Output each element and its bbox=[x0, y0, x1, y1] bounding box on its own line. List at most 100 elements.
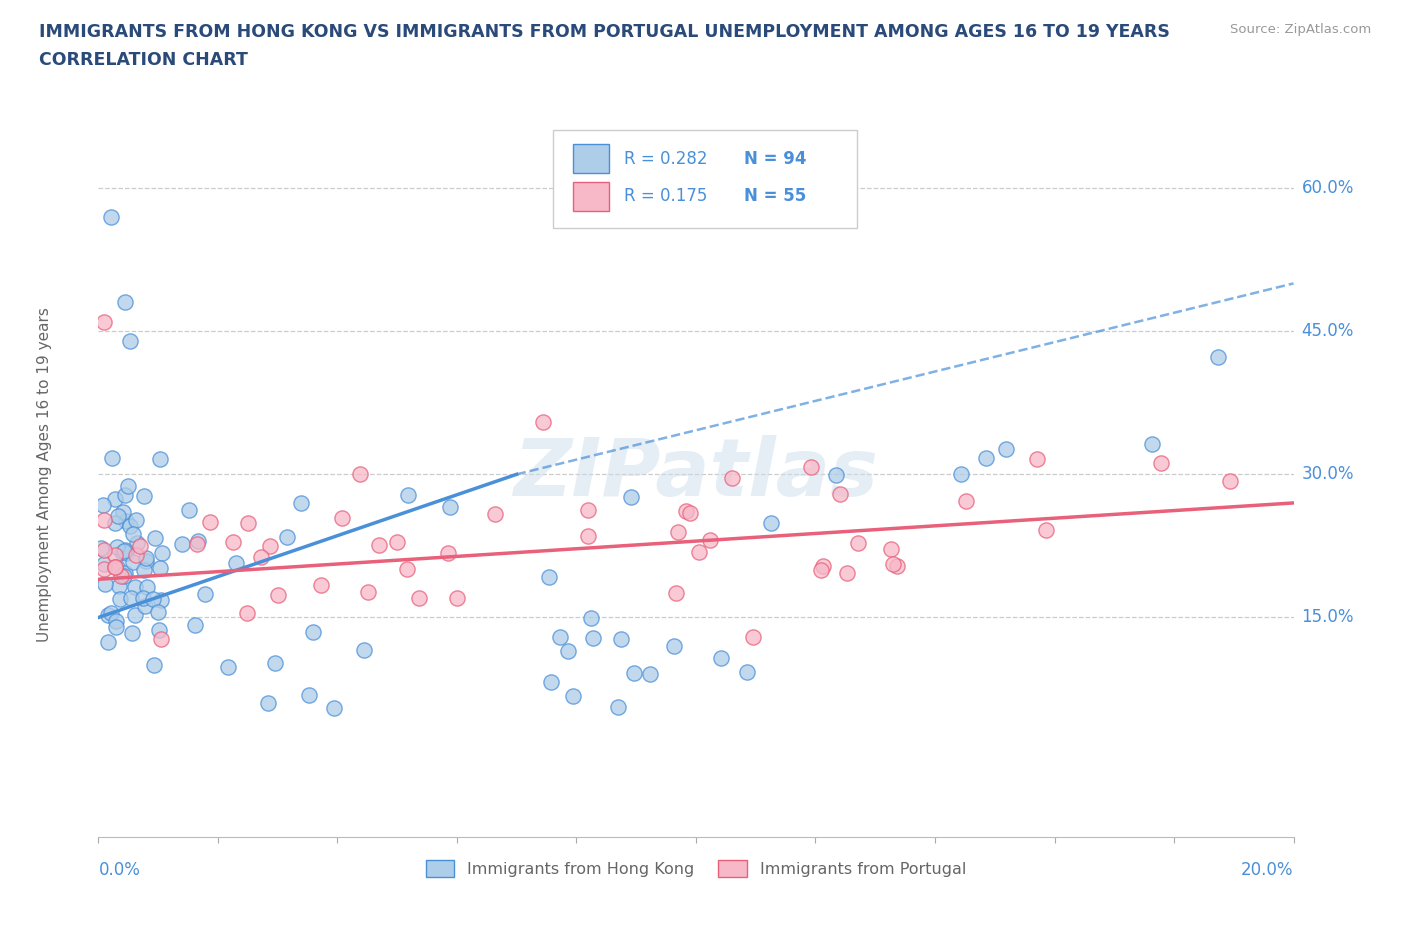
Point bbox=[149, 452, 172, 467]
Point bbox=[1035, 522, 1057, 537]
Point bbox=[309, 578, 332, 592]
Point bbox=[142, 591, 165, 606]
Point bbox=[825, 468, 848, 483]
Point bbox=[131, 591, 153, 605]
Point bbox=[950, 467, 973, 482]
Point bbox=[124, 580, 146, 595]
Point bbox=[665, 585, 688, 600]
Text: 20.0%: 20.0% bbox=[1241, 861, 1294, 879]
Point bbox=[679, 506, 702, 521]
Point bbox=[118, 333, 141, 348]
Point bbox=[152, 546, 174, 561]
Point bbox=[217, 659, 239, 674]
Point bbox=[538, 569, 561, 584]
Point bbox=[368, 538, 391, 552]
Point bbox=[114, 295, 136, 310]
Bar bbox=[572, 144, 609, 173]
Text: ZIPatlas: ZIPatlas bbox=[513, 435, 879, 513]
Point bbox=[238, 515, 260, 530]
Point bbox=[103, 491, 125, 506]
Point bbox=[111, 505, 134, 520]
Point bbox=[149, 561, 172, 576]
Point bbox=[811, 559, 834, 574]
Point bbox=[276, 529, 298, 544]
Point bbox=[108, 591, 131, 606]
Point bbox=[183, 618, 205, 632]
Point bbox=[93, 562, 115, 577]
Point bbox=[101, 451, 124, 466]
Point bbox=[105, 614, 128, 629]
Point bbox=[104, 560, 127, 575]
Point bbox=[132, 563, 155, 578]
Point bbox=[1206, 350, 1229, 365]
Legend: Immigrants from Hong Kong, Immigrants from Portugal: Immigrants from Hong Kong, Immigrants fr… bbox=[419, 853, 973, 884]
Point bbox=[548, 630, 571, 644]
Point bbox=[100, 605, 122, 620]
Point bbox=[721, 471, 744, 485]
Point bbox=[135, 579, 157, 594]
Point bbox=[668, 525, 690, 539]
Point bbox=[828, 487, 851, 502]
Point bbox=[120, 591, 142, 605]
Point bbox=[610, 632, 633, 647]
Text: N = 94: N = 94 bbox=[744, 150, 806, 167]
Point bbox=[557, 644, 579, 658]
Point bbox=[122, 555, 145, 570]
Point bbox=[256, 696, 278, 711]
Point bbox=[103, 547, 125, 562]
Point bbox=[225, 556, 247, 571]
Point bbox=[638, 666, 661, 681]
Text: 0.0%: 0.0% bbox=[98, 861, 141, 879]
Point bbox=[124, 548, 146, 563]
Point bbox=[1150, 456, 1173, 471]
Point bbox=[439, 499, 461, 514]
Text: 15.0%: 15.0% bbox=[1302, 608, 1354, 627]
Point bbox=[264, 656, 287, 671]
Point bbox=[688, 545, 710, 560]
Text: IMMIGRANTS FROM HONG KONG VS IMMIGRANTS FROM PORTUGAL UNEMPLOYMENT AMONG AGES 16: IMMIGRANTS FROM HONG KONG VS IMMIGRANTS … bbox=[39, 23, 1170, 41]
Point bbox=[302, 625, 325, 640]
Point bbox=[200, 514, 222, 529]
Text: 45.0%: 45.0% bbox=[1302, 322, 1354, 340]
Text: Source: ZipAtlas.com: Source: ZipAtlas.com bbox=[1230, 23, 1371, 36]
Point bbox=[97, 635, 120, 650]
Point bbox=[114, 543, 136, 558]
Point bbox=[135, 551, 157, 565]
Point bbox=[396, 487, 419, 502]
Text: 30.0%: 30.0% bbox=[1302, 465, 1354, 484]
Point bbox=[710, 651, 733, 666]
Text: R = 0.282: R = 0.282 bbox=[624, 150, 707, 167]
Point bbox=[236, 605, 259, 620]
Point bbox=[177, 503, 200, 518]
Point bbox=[117, 479, 139, 494]
Point bbox=[100, 209, 122, 224]
Point bbox=[107, 509, 129, 524]
Point bbox=[446, 591, 468, 605]
Point bbox=[104, 619, 127, 634]
Point bbox=[259, 538, 281, 553]
Point bbox=[531, 415, 554, 430]
Point bbox=[93, 513, 115, 528]
Point bbox=[846, 536, 869, 551]
Point bbox=[134, 599, 156, 614]
FancyBboxPatch shape bbox=[553, 130, 858, 228]
Point bbox=[112, 568, 135, 583]
Point bbox=[606, 699, 628, 714]
Text: 60.0%: 60.0% bbox=[1302, 179, 1354, 197]
Point bbox=[576, 528, 599, 543]
Point bbox=[222, 535, 245, 550]
Point bbox=[194, 586, 217, 601]
Point bbox=[699, 532, 721, 547]
Bar bbox=[572, 182, 609, 211]
Point bbox=[186, 537, 208, 551]
Point bbox=[172, 537, 194, 551]
Point bbox=[1142, 436, 1164, 451]
Point bbox=[148, 622, 170, 637]
Point bbox=[976, 450, 998, 465]
Point bbox=[810, 563, 832, 578]
Point bbox=[267, 588, 290, 603]
Point bbox=[114, 487, 136, 502]
Point bbox=[437, 545, 460, 560]
Point bbox=[886, 559, 908, 574]
Point bbox=[664, 639, 686, 654]
